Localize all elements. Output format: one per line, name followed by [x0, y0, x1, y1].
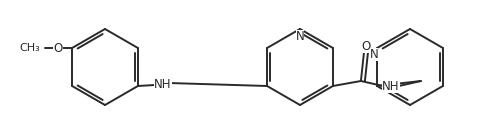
Text: N: N: [296, 29, 305, 42]
Text: N: N: [369, 47, 378, 60]
Text: NH: NH: [382, 79, 400, 92]
Text: O: O: [54, 42, 62, 55]
Text: NH: NH: [154, 77, 172, 90]
Text: CH₃: CH₃: [19, 43, 40, 53]
Text: O: O: [361, 40, 370, 53]
